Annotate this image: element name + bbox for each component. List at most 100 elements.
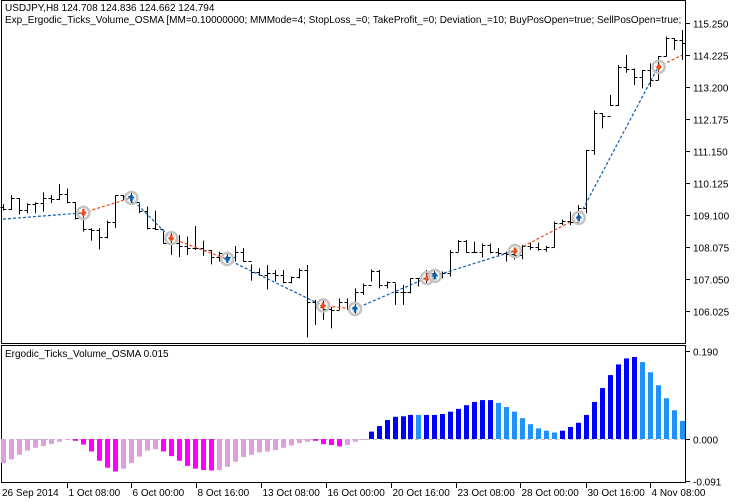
price-bar [272, 269, 279, 282]
histogram-bar [337, 439, 342, 447]
time-tick-label: 30 Oct 16:00 [588, 488, 646, 499]
signal-ring [427, 268, 443, 284]
histogram-bar [65, 439, 70, 440]
histogram-bar [329, 439, 334, 446]
sell-signal [651, 59, 666, 75]
signal-line-segment [514, 217, 579, 252]
time-tick-label: 8 Oct 16:00 [198, 488, 250, 499]
price-bar [336, 298, 343, 311]
histogram-bar [137, 439, 142, 457]
time-tick-label: 20 Oct 16:00 [393, 488, 451, 499]
histogram-bar [25, 439, 30, 451]
symbol-info: USDJPY,H8 124.708 124.836 124.662 124.79… [5, 3, 215, 14]
histogram-bar [81, 439, 86, 445]
price-bar [208, 250, 215, 265]
histogram-bar [321, 439, 326, 445]
price-bar [240, 248, 247, 262]
histogram-bar [592, 401, 597, 439]
signal-line-segment [130, 197, 172, 239]
histogram-bar [73, 439, 78, 441]
arrow-up-icon [575, 213, 583, 222]
arrow-down-icon [79, 209, 87, 217]
histogram-bar [233, 439, 238, 462]
histogram-bar [289, 439, 294, 446]
histogram-bar [576, 422, 581, 439]
arrow-up-icon [223, 255, 231, 263]
price-bar [447, 250, 454, 277]
signal-ring [124, 190, 139, 206]
price-bar [64, 188, 71, 204]
histogram-bar [353, 439, 358, 442]
histogram-bar [177, 439, 182, 461]
price-bar [104, 220, 111, 239]
price-bar [463, 240, 470, 253]
price-bar [192, 225, 199, 251]
signal-ring [419, 270, 435, 286]
price-bar [144, 206, 151, 230]
main-chart-frame [1, 0, 686, 344]
histogram-bar [209, 439, 214, 471]
price-bar [679, 30, 686, 60]
signal-line [2, 54, 683, 310]
histogram-bar [49, 439, 54, 445]
price-tick-label: 108.075 [693, 244, 730, 255]
histogram-bar [217, 439, 222, 471]
price-bar [56, 184, 63, 201]
time-tick-label: 26 Sep 2014 [2, 488, 59, 499]
buy-signal [219, 251, 235, 267]
price-bar [0, 204, 7, 211]
price-bar [296, 268, 303, 279]
price-bar [663, 36, 670, 57]
histogram-bar [584, 414, 589, 439]
histogram-bar [401, 416, 406, 439]
price-bar [407, 278, 414, 294]
histogram-bar [297, 439, 302, 444]
price-bar [368, 269, 375, 286]
price-bar [8, 195, 15, 211]
histogram-bar [369, 431, 374, 439]
price-bar [320, 298, 327, 320]
histogram-bar [169, 439, 174, 457]
arrow-down-icon [319, 302, 327, 310]
price-bar [495, 248, 502, 257]
price-bar [392, 282, 399, 305]
signal-line-segment [354, 277, 427, 310]
expert-info: Exp_Ergodic_Ticks_Volume_OSMA [MM=0.1000… [5, 15, 683, 26]
histogram-bar [273, 439, 278, 451]
time-tick-label: 16 Oct 00:00 [328, 488, 386, 499]
time-tick-label: 6 Oct 00:00 [133, 488, 185, 499]
histogram-bar [145, 439, 150, 451]
price-bar [32, 202, 39, 214]
histogram-bar [9, 439, 14, 460]
osma-tick-label: 0.190 [693, 348, 718, 359]
signal-ring [76, 205, 91, 221]
price-bar [583, 149, 590, 214]
arrow-up-icon [351, 304, 359, 313]
histogram-bar [201, 439, 206, 471]
price-bar [535, 242, 542, 251]
buy-signal [124, 190, 139, 206]
histogram-bar [640, 362, 645, 439]
histogram-bar [480, 400, 485, 439]
price-bar [543, 245, 550, 252]
price-bar [559, 219, 566, 226]
arrow-up-icon [127, 193, 135, 202]
price-bars [0, 30, 686, 338]
osma-axis: 0.190 0.000 -0.091 [686, 348, 722, 489]
histogram-bar [161, 439, 166, 452]
price-bar [24, 203, 31, 214]
histogram-bar [632, 357, 637, 439]
price-bar [136, 202, 143, 214]
histogram-bar [249, 439, 254, 455]
histogram-bar [448, 411, 453, 439]
price-bar [607, 94, 614, 117]
histogram-bar [440, 413, 445, 439]
price-bar [400, 284, 407, 305]
signal-ring [347, 301, 363, 317]
histogram-bar [153, 439, 158, 450]
price-bar [72, 202, 79, 220]
histogram-bar [528, 424, 533, 439]
price-tick-label: 106.025 [693, 308, 730, 319]
price-bar [551, 221, 558, 249]
